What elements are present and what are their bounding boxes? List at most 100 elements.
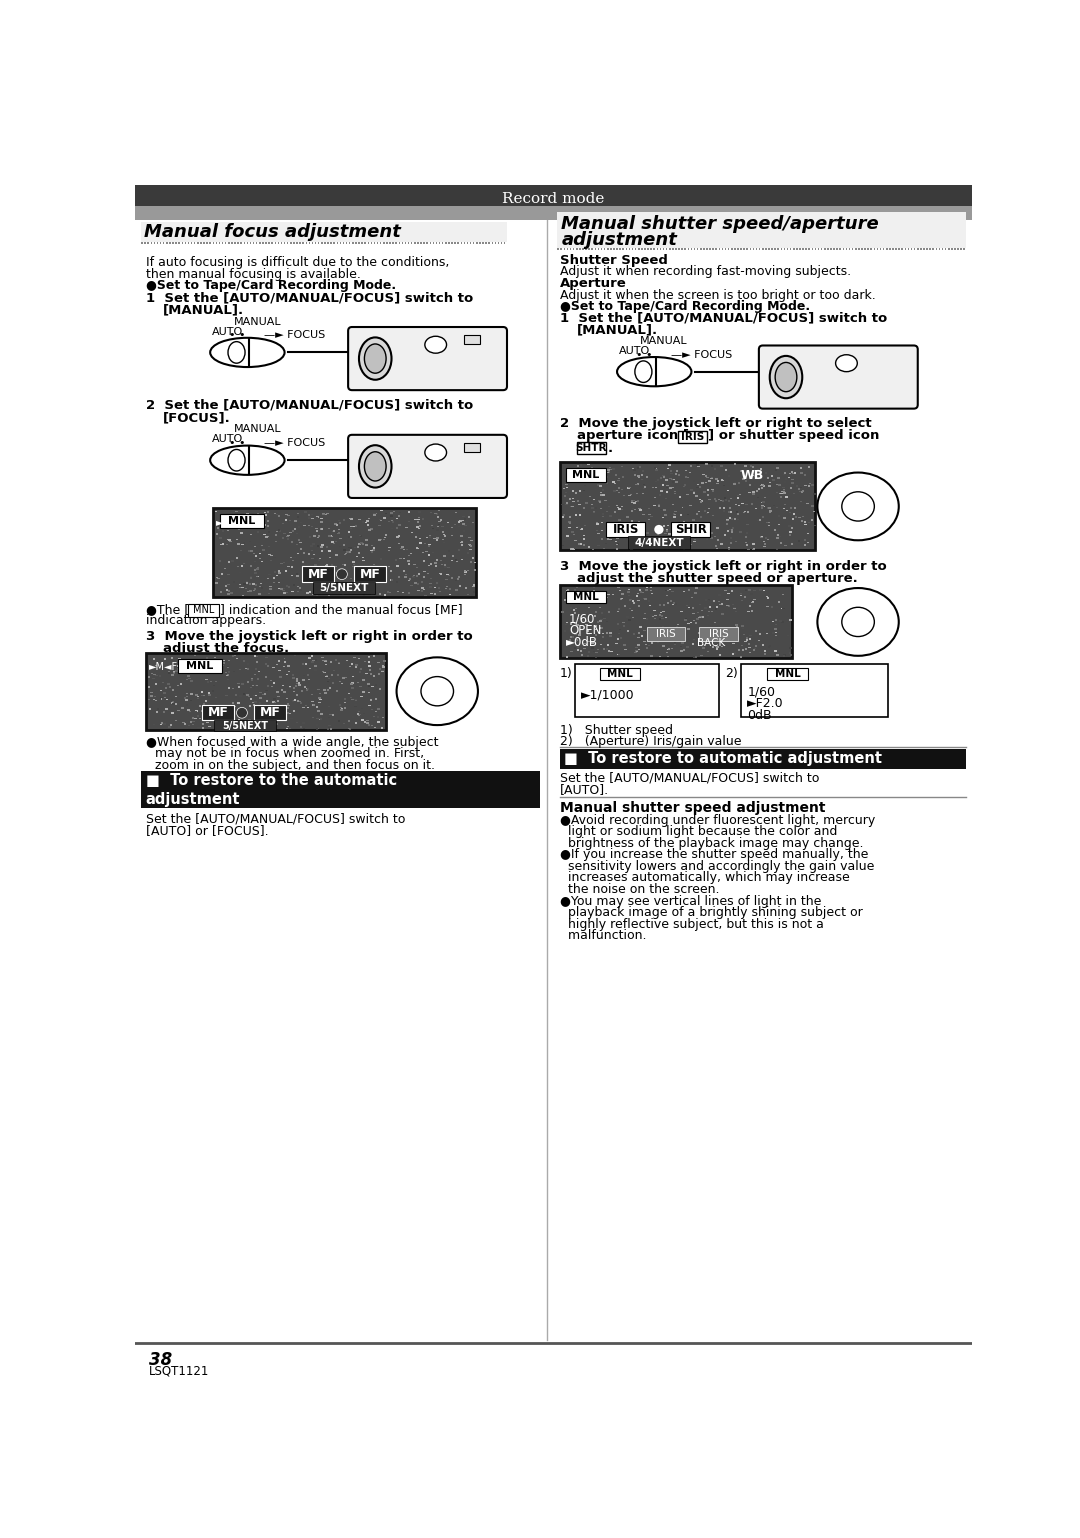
Bar	[753, 492, 755, 494]
Bar	[429, 586, 432, 588]
Bar	[570, 651, 572, 652]
Bar	[579, 514, 581, 515]
Bar	[325, 664, 327, 666]
Bar	[403, 571, 405, 572]
Bar	[279, 515, 281, 517]
Bar	[473, 584, 475, 586]
Bar	[935, 249, 937, 251]
Bar	[761, 506, 764, 508]
Bar	[221, 531, 224, 532]
Bar	[711, 478, 713, 480]
Bar	[357, 552, 360, 554]
Bar	[588, 631, 590, 632]
Bar	[231, 655, 234, 657]
Bar	[311, 518, 313, 520]
Bar	[613, 532, 616, 534]
Bar	[646, 618, 648, 620]
Bar	[417, 583, 419, 584]
Bar	[647, 631, 650, 632]
Bar	[306, 577, 309, 578]
Bar	[322, 671, 324, 672]
Bar	[367, 243, 369, 245]
Bar	[373, 549, 375, 551]
Bar	[417, 589, 420, 591]
Bar	[632, 508, 634, 509]
Bar	[662, 517, 664, 518]
Bar	[656, 640, 658, 641]
Bar	[238, 683, 240, 684]
Bar	[644, 629, 646, 631]
Bar	[504, 243, 505, 245]
Bar	[419, 538, 421, 540]
Bar	[588, 606, 591, 608]
Bar	[575, 540, 577, 541]
Bar	[194, 711, 197, 712]
Bar	[785, 478, 787, 480]
Bar	[580, 464, 582, 466]
Bar	[444, 535, 446, 537]
Bar	[216, 672, 218, 674]
Bar	[643, 514, 645, 515]
Bar	[408, 580, 410, 581]
Bar	[572, 249, 575, 251]
Bar	[336, 572, 339, 574]
Bar	[171, 657, 173, 658]
Bar	[324, 672, 326, 674]
Text: Manual shutter speed/aperture: Manual shutter speed/aperture	[562, 215, 879, 232]
Bar	[699, 632, 701, 634]
Bar	[576, 526, 579, 528]
Bar	[631, 520, 633, 521]
Bar	[636, 651, 638, 652]
Text: IRIS: IRIS	[708, 629, 728, 640]
Bar	[297, 586, 299, 588]
Bar	[673, 540, 675, 541]
Bar	[677, 474, 680, 475]
Bar	[744, 597, 746, 598]
Bar	[621, 598, 623, 600]
Bar	[651, 632, 653, 634]
Bar	[774, 532, 777, 534]
Bar	[391, 528, 393, 529]
Bar	[794, 472, 796, 474]
Bar	[727, 592, 730, 594]
Bar	[783, 655, 785, 657]
Bar	[580, 529, 582, 531]
Bar	[659, 655, 661, 657]
Bar	[456, 560, 458, 561]
Bar	[588, 634, 590, 635]
Bar	[470, 243, 471, 245]
Bar	[206, 243, 207, 245]
Bar	[287, 243, 288, 245]
Bar	[207, 681, 210, 683]
Bar	[276, 691, 279, 692]
Bar	[618, 608, 620, 609]
Bar	[688, 608, 690, 609]
Bar	[278, 571, 280, 572]
Bar	[462, 531, 465, 532]
Bar	[187, 709, 190, 711]
Bar	[161, 697, 163, 698]
Bar	[593, 512, 595, 514]
Bar	[568, 526, 570, 528]
Bar	[268, 592, 270, 594]
Bar	[264, 694, 267, 695]
Bar	[899, 249, 900, 251]
Bar	[673, 517, 676, 518]
Bar	[308, 657, 311, 658]
Bar	[400, 558, 402, 560]
Bar	[349, 537, 351, 538]
Bar	[666, 491, 669, 492]
Bar	[706, 538, 708, 540]
Bar	[249, 577, 253, 578]
Bar	[764, 651, 767, 652]
Bar	[789, 249, 792, 251]
Bar	[702, 637, 704, 638]
Bar	[415, 583, 417, 584]
Bar	[579, 491, 581, 492]
Text: Aperture: Aperture	[559, 277, 626, 291]
Bar	[738, 249, 739, 251]
Ellipse shape	[364, 452, 387, 481]
Bar	[220, 592, 222, 594]
Bar	[291, 566, 293, 568]
Bar	[338, 589, 340, 591]
